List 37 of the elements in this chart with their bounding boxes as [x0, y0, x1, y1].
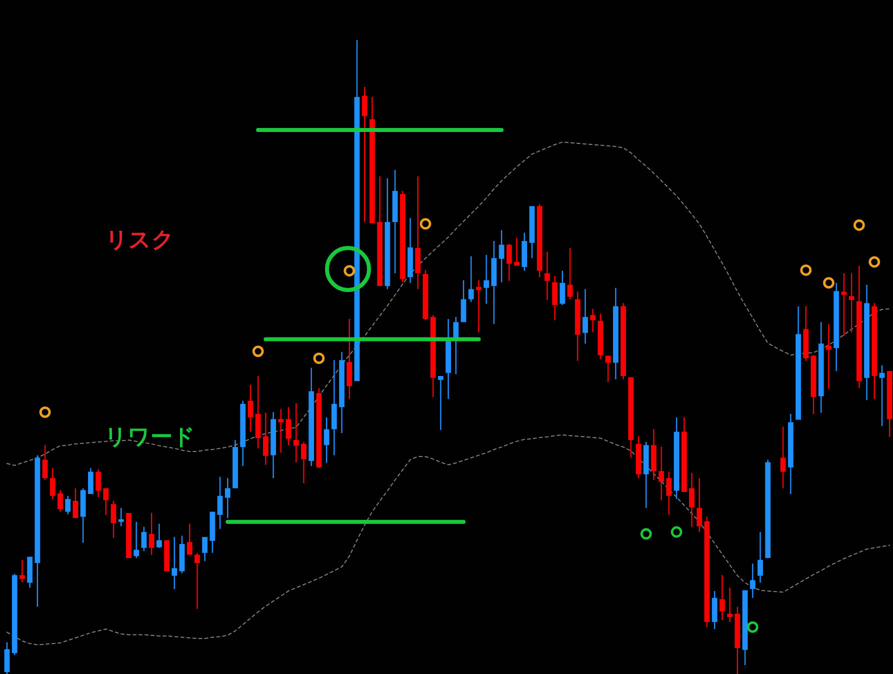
- point: [800, 264, 812, 276]
- candlestick: [720, 575, 725, 620]
- candlestick: [544, 252, 550, 300]
- candlestick: [301, 442, 306, 484]
- candlestick: [331, 360, 337, 456]
- candlestick: [727, 588, 733, 622]
- candlestick: [20, 560, 25, 582]
- candlestick: [582, 289, 588, 344]
- point: [420, 218, 432, 230]
- point: [640, 528, 652, 540]
- point: [670, 526, 682, 538]
- point: [746, 621, 758, 633]
- candlestick: [506, 244, 512, 281]
- annotation: リスク: [106, 228, 174, 254]
- candlestick: [484, 254, 490, 304]
- point: [823, 277, 834, 289]
- point: [868, 256, 880, 268]
- candlestick: [224, 478, 230, 518]
- candlestick: [134, 522, 140, 558]
- candlestick: [408, 218, 413, 283]
- candlestick: [262, 412, 268, 465]
- candlestick: [476, 280, 482, 332]
- candlestick: [758, 532, 763, 583]
- point: [853, 219, 865, 231]
- candlestick: [689, 473, 694, 527]
- candlestick: [156, 524, 162, 548]
- annotation: リワード: [104, 425, 196, 450]
- candlestick: [514, 238, 520, 266]
- candlestick: [658, 447, 664, 500]
- candlestick: [194, 552, 200, 609]
- candlestick: [446, 318, 451, 399]
- point: [252, 346, 264, 357]
- point: [313, 352, 325, 364]
- point: [39, 406, 51, 418]
- candlestick: [552, 276, 558, 320]
- candlestick: [438, 376, 444, 430]
- candlestick: [826, 324, 832, 389]
